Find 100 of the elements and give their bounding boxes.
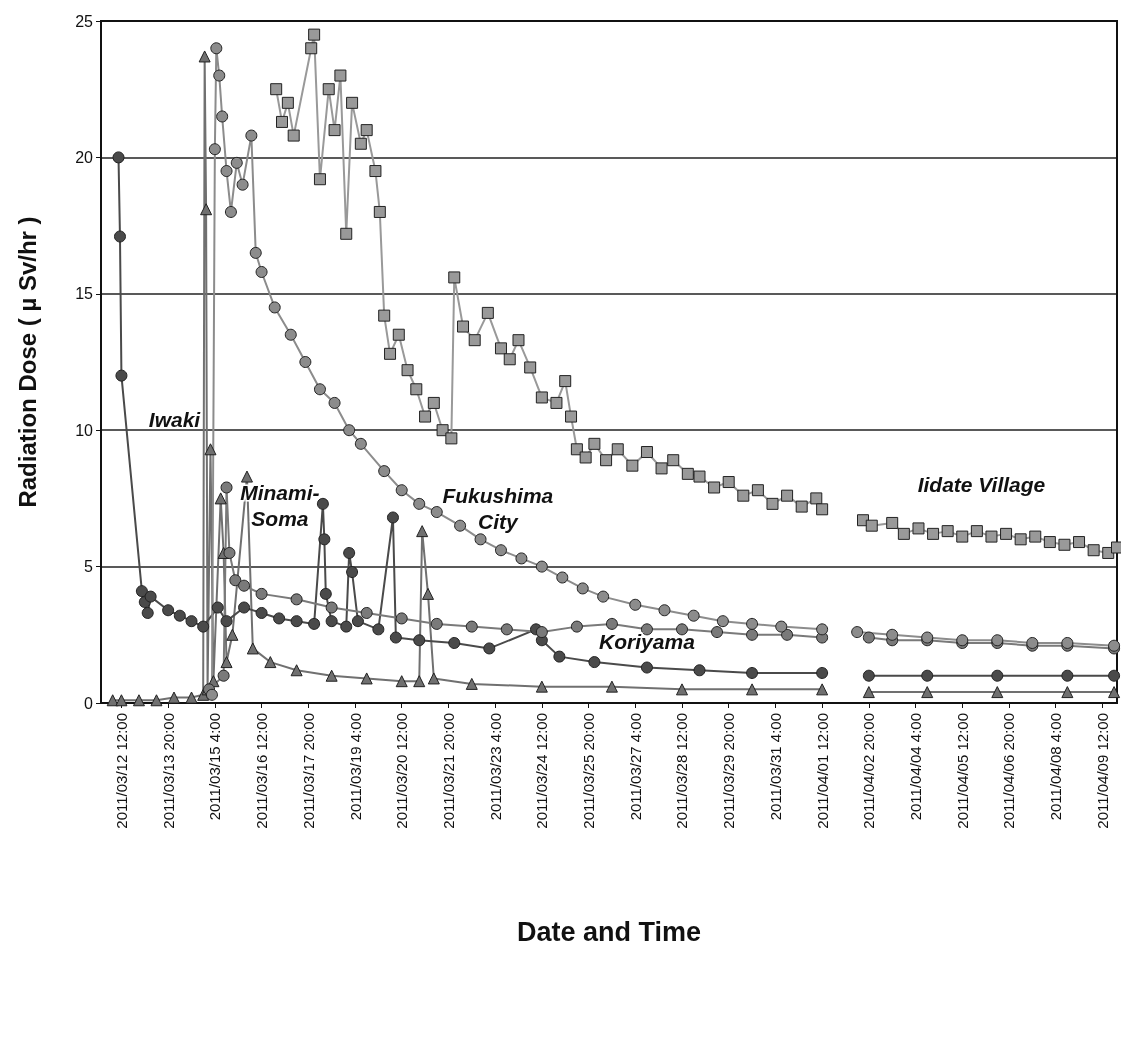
point [675, 683, 688, 696]
point [886, 628, 899, 641]
point [290, 593, 303, 606]
point [223, 546, 236, 559]
point [255, 587, 268, 600]
point [249, 246, 262, 259]
point [816, 623, 829, 636]
point [354, 437, 367, 450]
point [284, 328, 297, 341]
point [115, 694, 128, 707]
point [268, 301, 281, 314]
point [413, 634, 426, 647]
x-tick-label: 2011/03/17 20:00 [299, 713, 317, 829]
point [185, 691, 198, 704]
point [211, 601, 224, 614]
point [378, 465, 391, 478]
point [454, 519, 467, 532]
point [113, 230, 126, 243]
point [214, 492, 227, 505]
y-tick-label: 20 [75, 148, 94, 166]
point [535, 626, 548, 639]
x-tick-label: 2011/03/20 12:00 [393, 713, 411, 829]
point [150, 694, 163, 707]
y-tick-label: 10 [75, 421, 94, 439]
point [483, 642, 496, 655]
point [351, 615, 364, 628]
point [290, 664, 303, 677]
point [775, 620, 788, 633]
point [693, 664, 706, 677]
point [185, 615, 198, 628]
point [229, 574, 242, 587]
point [395, 675, 408, 688]
x-tick-label: 2011/03/31 4:00 [766, 713, 784, 821]
point [389, 631, 402, 644]
x-tick-label: 2011/04/04 4:00 [907, 713, 925, 821]
point [535, 680, 548, 693]
x-tick-label: 2011/03/13 20:00 [159, 713, 177, 829]
point [1108, 669, 1121, 682]
point [213, 69, 226, 82]
point [494, 544, 507, 557]
point [991, 669, 1004, 682]
point [200, 203, 213, 216]
point [246, 642, 259, 655]
x-tick-label: 2011/03/23 4:00 [486, 713, 504, 821]
point [597, 590, 610, 603]
point [535, 560, 548, 573]
point [465, 677, 478, 690]
point [255, 265, 268, 278]
point [421, 587, 434, 600]
point [240, 470, 253, 483]
point [746, 628, 759, 641]
point [862, 669, 875, 682]
point [500, 623, 513, 636]
point [220, 656, 233, 669]
point [328, 396, 341, 409]
point [132, 694, 145, 707]
point [465, 620, 478, 633]
x-tick-label: 2011/04/05 12:00 [953, 713, 971, 829]
x-tick-label: 2011/04/09 12:00 [1093, 713, 1111, 829]
point [746, 617, 759, 630]
point [273, 612, 286, 625]
x-tick-label: 2011/04/01 12:00 [813, 713, 831, 829]
x-tick-label: 2011/03/16 12:00 [253, 713, 271, 829]
point [319, 587, 332, 600]
point [629, 598, 642, 611]
point [217, 669, 230, 682]
point [360, 606, 373, 619]
point [325, 669, 338, 682]
point [313, 383, 326, 396]
point [372, 623, 385, 636]
point [144, 590, 157, 603]
point [716, 615, 729, 628]
y-tick-label: 0 [84, 694, 94, 712]
point [106, 694, 119, 707]
point [474, 533, 487, 546]
x-tick-label: 2011/04/06 20:00 [1000, 713, 1018, 829]
point [991, 686, 1004, 699]
series-label: Koriyama [599, 629, 696, 653]
x-tick-label: 2011/03/25 20:00 [580, 713, 598, 829]
x-axis-title: Date and Time [516, 916, 702, 947]
point [255, 606, 268, 619]
point [115, 369, 128, 382]
point [386, 511, 399, 524]
point [427, 672, 440, 685]
series-label: Iidate Village [917, 473, 1046, 497]
point [430, 617, 443, 630]
point [515, 552, 528, 565]
y-tick-label: 25 [75, 12, 94, 30]
series-label: Fukushima City [442, 484, 554, 534]
point [290, 615, 303, 628]
point [395, 612, 408, 625]
point [413, 497, 426, 510]
point [343, 546, 356, 559]
point [220, 165, 233, 178]
point [135, 585, 148, 598]
point [167, 691, 180, 704]
point [224, 205, 237, 218]
y-tick-label: 15 [75, 285, 94, 303]
y-axis-title: Radiation Dose ( µ Sv/hr ) [13, 216, 41, 508]
point [264, 656, 277, 669]
